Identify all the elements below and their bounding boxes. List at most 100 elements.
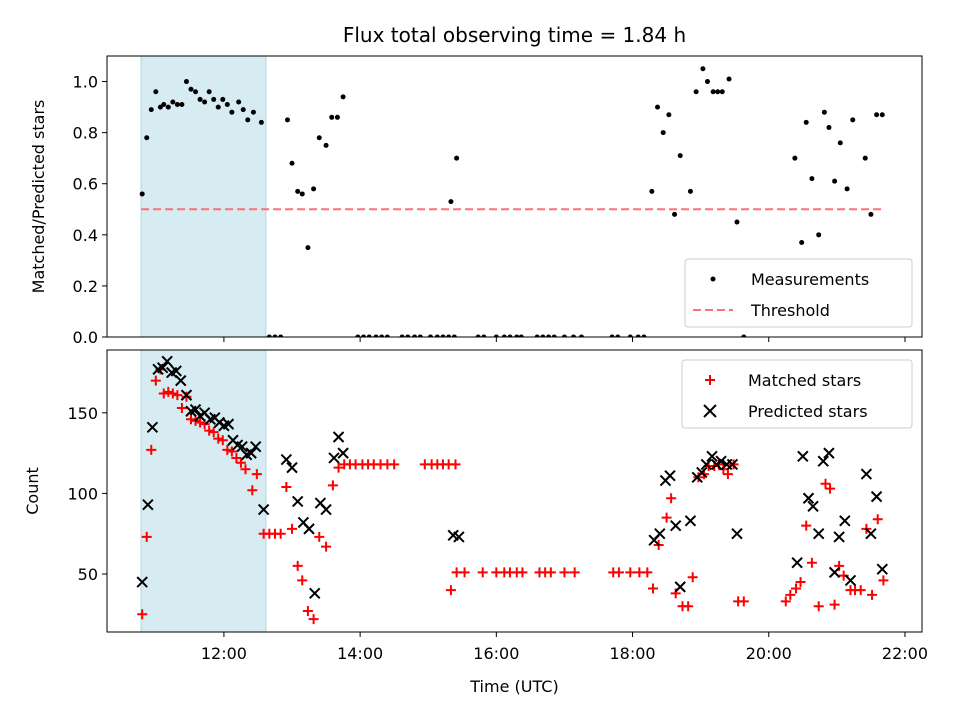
measurement-point — [434, 334, 440, 337]
highlight-span — [140, 349, 267, 633]
predicted-star-point — [236, 440, 248, 453]
matched-star-point — [780, 596, 791, 607]
y-axis-label: Matched/Predicted stars — [29, 100, 48, 294]
matched-star-point — [141, 531, 152, 542]
measurement-point — [366, 334, 372, 337]
matched-star-point — [647, 583, 658, 594]
measurement-point — [179, 102, 185, 108]
matched-star-point — [292, 560, 303, 571]
matched-star-point — [795, 577, 806, 588]
measurement-point — [161, 102, 167, 108]
predicted-star-point — [664, 469, 676, 482]
measurement-point — [250, 109, 256, 115]
measurement-point — [687, 188, 693, 194]
measurement-point — [355, 334, 361, 337]
measurement-point — [183, 79, 189, 85]
measurement-point — [448, 199, 454, 205]
y-tick-label: 50 — [78, 565, 98, 584]
legend-marker — [703, 404, 717, 418]
measurement-point — [609, 334, 615, 337]
axes-frame — [106, 349, 923, 633]
matched-star-point — [642, 567, 653, 578]
predicted-star-point — [860, 468, 873, 480]
predicted-star-point — [797, 450, 809, 463]
measurement-point — [868, 211, 874, 217]
measurement-point — [677, 153, 683, 159]
matched-star-point — [613, 567, 624, 578]
x-tick-label: 18:00 — [609, 644, 655, 663]
measurement-point — [672, 211, 678, 217]
measurement-point — [323, 142, 329, 148]
matched-star-point — [569, 567, 580, 578]
measurement-point — [518, 334, 524, 337]
measurement-point — [417, 334, 423, 337]
plot-area-1 — [139, 66, 885, 337]
matched-star-point — [878, 575, 889, 586]
measurement-point — [551, 334, 557, 337]
matched-star-point — [517, 567, 528, 578]
measurement-point — [305, 245, 311, 251]
measurement-point — [719, 89, 725, 95]
measurement-point — [361, 334, 367, 337]
measurement-point — [148, 107, 154, 113]
predicted-star-point — [175, 374, 187, 387]
measurement-point — [821, 109, 827, 115]
matched-star-point — [450, 459, 461, 470]
axes-frame — [106, 55, 923, 338]
measurement-point — [844, 186, 850, 192]
matched-star-point — [333, 462, 344, 473]
matched-star-point — [838, 570, 849, 581]
measurement-point — [649, 188, 655, 194]
matched-star-point — [785, 589, 796, 600]
measurement-point — [258, 119, 264, 125]
predicted-star-point — [146, 421, 159, 434]
measurement-point — [240, 107, 246, 113]
x-tick-label: 14:00 — [337, 644, 383, 663]
measurement-point — [428, 334, 434, 337]
y-tick-label: 0.6 — [73, 175, 98, 194]
measurement-point — [446, 334, 452, 337]
measurement-point — [534, 334, 540, 337]
measurement-point — [170, 99, 176, 105]
predicted-star-point — [257, 503, 270, 516]
measurement-point — [726, 76, 732, 82]
measurement-point — [481, 334, 487, 337]
matched-star-point — [231, 452, 242, 463]
measurement-point — [229, 109, 235, 115]
predicted-star-point — [189, 403, 202, 416]
measurement-point — [384, 334, 390, 337]
measurement-point — [278, 334, 284, 337]
measurement-point — [266, 334, 272, 337]
matched-star-point — [176, 403, 187, 414]
measurement-point — [715, 89, 721, 95]
measurement-point — [475, 334, 481, 337]
measurement-point — [666, 112, 672, 118]
matched-star-point — [172, 390, 183, 401]
matched-star-point — [683, 601, 694, 612]
matched-star-point — [813, 601, 824, 612]
matched-star-point — [308, 614, 319, 625]
matched-star-point — [247, 485, 258, 496]
matched-star-point — [687, 572, 698, 583]
measurement-point — [540, 334, 546, 337]
predicted-star-point — [328, 452, 340, 464]
matched-star-point — [213, 433, 224, 444]
matched-star-point — [297, 575, 308, 586]
legend-label: Threshold — [750, 301, 830, 320]
measurement-point — [700, 66, 706, 72]
x-tick-label: 12:00 — [201, 644, 247, 663]
measurement-point — [139, 191, 145, 197]
measurement-point — [826, 125, 832, 131]
predicted-star-point — [453, 531, 465, 543]
matched-star-point — [181, 391, 192, 402]
matched-star-point — [855, 585, 866, 596]
x-axis-label: Time (UTC) — [469, 677, 558, 696]
matched-star-point — [829, 599, 840, 610]
matched-star-point — [195, 417, 206, 428]
predicted-star-point — [674, 581, 686, 593]
measurement-point — [153, 89, 159, 95]
matched-star-point — [459, 567, 470, 578]
matched-star-point — [834, 560, 845, 571]
plot-area-2 — [136, 355, 889, 625]
measurement-point — [561, 334, 567, 337]
